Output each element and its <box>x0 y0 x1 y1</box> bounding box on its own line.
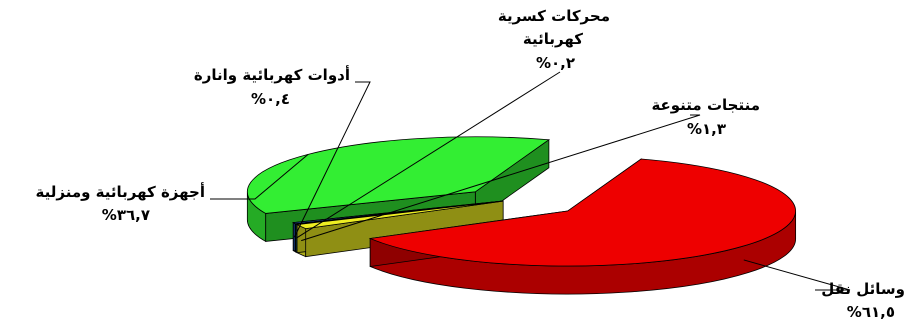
leader-slice-misc-products <box>301 114 701 242</box>
leader-slice-fractional-motors <box>295 71 561 239</box>
leader-slice-electrical-tools <box>293 81 371 238</box>
leader-lines <box>210 71 851 291</box>
label-transport: وسائل نقل <box>821 280 905 298</box>
slice-transport <box>368 158 797 295</box>
value-misc-products: %١,٣ <box>687 120 726 138</box>
leader-slice-home-appliances <box>210 154 309 200</box>
label-fractional-motors-line2: كهربائية <box>523 30 583 48</box>
leader-slice-transport <box>743 259 851 291</box>
pie-slices <box>246 136 797 295</box>
value-home-appliances: %٣٦,٧ <box>102 206 150 224</box>
value-fractional-motors: %٠,٢ <box>536 54 575 72</box>
label-fractional-motors-line1: محركات كسرية <box>498 7 610 25</box>
value-transport: %٦١,٥ <box>847 303 895 321</box>
slice-misc-products <box>295 200 504 258</box>
slice-home-appliances-top <box>246 136 551 214</box>
slice-misc-products-top <box>295 200 504 230</box>
value-electrical-tools: %٠,٤ <box>251 90 290 108</box>
label-home-appliances: أجهزة كهربائية ومنزلية <box>36 182 205 201</box>
slice-transport-top <box>368 158 796 267</box>
label-electrical-tools: أدوات كهربائية وانارة <box>194 65 350 84</box>
label-misc-products: منتجات متنوعة <box>651 96 760 114</box>
